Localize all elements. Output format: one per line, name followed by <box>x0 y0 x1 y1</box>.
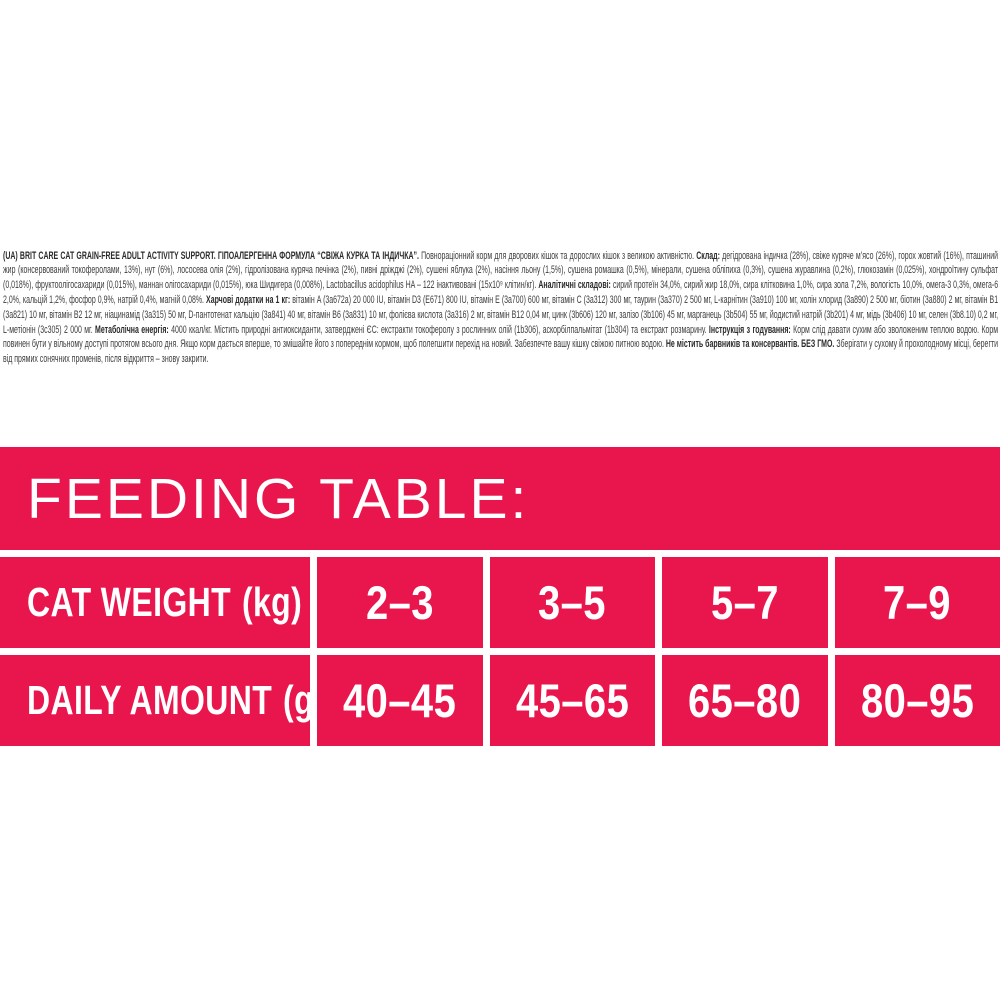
feeding-instructions-label: Інструкція з годування: <box>708 323 794 336</box>
storage-instructions: Зберігати у сухому й прохолодному місці,… <box>3 338 999 366</box>
product-name: (UA) BRIT CARE CAT GRAIN-FREE ADULT ACTI… <box>3 249 422 262</box>
cat-weight-label-text: CAT WEIGHT <box>27 579 232 625</box>
ingredients-paragraph: (UA) BRIT CARE CAT GRAIN-FREE ADULT ACTI… <box>3 249 998 367</box>
daily-amount-value-cell: 45–65 <box>489 655 655 746</box>
cat-weight-value-cell: 7–9 <box>834 557 1000 648</box>
cat-weight-row-label-cell: CAT WEIGHT (kg) <box>0 557 310 648</box>
cat-weight-unit: (kg) <box>241 579 303 625</box>
daily-amount-row-label-cell: DAILY AMOUNT (g/day) <box>0 655 310 746</box>
daily-amount-value-cell: 40–45 <box>317 655 483 746</box>
feeding-table-header: FEEDING TABLE: <box>0 447 1000 550</box>
product-description: Повнораціонний корм для дворових кішок т… <box>421 249 697 262</box>
cat-weight-label: CAT WEIGHT (kg) <box>27 579 302 626</box>
feeding-instructions-text: Корм слід давати сухим або зволоженим те… <box>3 323 999 351</box>
daily-amount-label: DAILY AMOUNT (g/day) <box>27 677 310 724</box>
cat-weight-value-cell: 5–7 <box>662 557 828 648</box>
daily-amount-value-4: 80–95 <box>860 674 974 727</box>
daily-amount-value-cell: 80–95 <box>834 655 1000 746</box>
daily-amount-value-1: 40–45 <box>343 674 457 727</box>
daily-amount-value-3: 65–80 <box>688 674 802 727</box>
cat-weight-value-3: 5–7 <box>710 576 779 629</box>
additives-list: вітамін A (3a672a) 20 000 IU, вітамін D3… <box>3 293 999 336</box>
feeding-table-title: FEEDING TABLE: <box>27 466 530 531</box>
analytical-values: сирий протеїн 34,0%, сирий жир 18,0%, си… <box>3 279 999 306</box>
daily-amount-unit: (g/day) <box>283 677 310 723</box>
feeding-table: FEEDING TABLE: CAT WEIGHT (kg) 2–3 3–5 5–… <box>0 447 1000 746</box>
no-additives-statement: Не містить барвників та консервантів. БЕ… <box>665 338 837 351</box>
cat-weight-value-cell: 3–5 <box>489 557 655 648</box>
energy-value: 4000 ккал/кг. Містить природні антиоксид… <box>171 323 709 336</box>
daily-amount-value-2: 45–65 <box>515 674 629 727</box>
cat-weight-value-cell: 2–3 <box>317 557 483 648</box>
feeding-table-grid: CAT WEIGHT (kg) 2–3 3–5 5–7 7–9 DAILY AMO… <box>0 557 1000 746</box>
composition-list: дегідрована індичка (28%), свіже куряче … <box>3 249 999 292</box>
daily-amount-value-cell: 65–80 <box>662 655 828 746</box>
additives-label: Харчові додатки на 1 кг: <box>206 293 293 306</box>
energy-label: Метаболічна енергія: <box>95 323 172 336</box>
cat-weight-value-4: 7–9 <box>883 576 952 629</box>
analytical-label: Аналітичні складові: <box>538 279 613 292</box>
daily-amount-label-text: DAILY AMOUNT <box>27 677 273 723</box>
composition-label: Склад: <box>696 249 723 262</box>
cat-weight-value-1: 2–3 <box>365 576 434 629</box>
cat-weight-value-2: 3–5 <box>538 576 607 629</box>
